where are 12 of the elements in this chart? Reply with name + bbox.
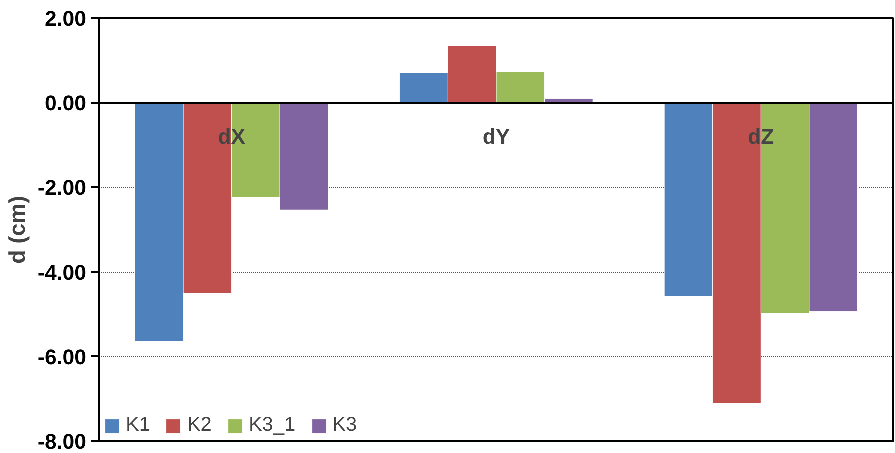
y-axis-title: d (cm) [4,196,30,264]
y-tick-label: -4.00 [38,260,87,285]
x-tick-label: dY [482,125,510,150]
y-tick-label: -8.00 [38,430,87,453]
legend-label: K1 [126,414,150,437]
y-tick-label: -6.00 [38,345,87,370]
legend-label: K3 [332,414,358,437]
y-tick-label: 0.00 [44,92,87,116]
legend-label: K2 [187,414,212,437]
y-tick-label: -2.00 [38,176,87,200]
y-tick-label: 2.00 [44,7,87,31]
legend-label: K3_1 [248,414,296,437]
